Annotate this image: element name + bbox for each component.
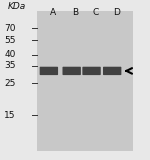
- Text: 70: 70: [4, 24, 16, 33]
- Text: B: B: [72, 8, 78, 17]
- Text: 55: 55: [4, 36, 16, 45]
- Text: C: C: [93, 8, 99, 17]
- FancyBboxPatch shape: [103, 67, 121, 75]
- Text: D: D: [113, 8, 120, 17]
- FancyBboxPatch shape: [63, 67, 81, 75]
- Text: A: A: [50, 8, 56, 17]
- FancyBboxPatch shape: [82, 67, 101, 75]
- Text: 35: 35: [4, 61, 16, 70]
- FancyBboxPatch shape: [38, 11, 133, 151]
- FancyBboxPatch shape: [40, 67, 58, 75]
- Text: 15: 15: [4, 111, 16, 120]
- Text: KDa: KDa: [7, 2, 26, 11]
- Text: 25: 25: [4, 79, 16, 88]
- Text: 40: 40: [4, 50, 16, 59]
